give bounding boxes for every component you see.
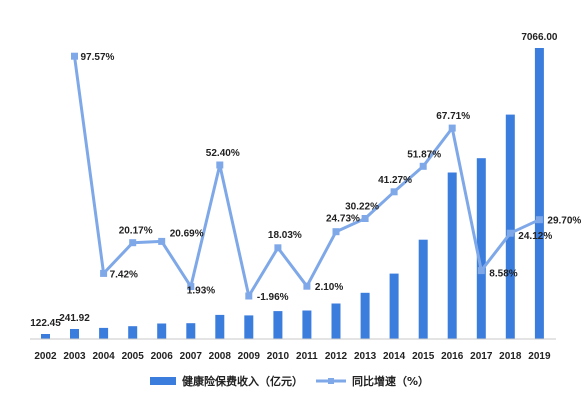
line-point-2011 — [303, 282, 311, 290]
x-tick-2004: 2004 — [92, 351, 115, 362]
x-tick-2013: 2013 — [354, 351, 377, 362]
x-tick-2014: 2014 — [383, 351, 406, 362]
x-tick-2008: 2008 — [209, 351, 232, 362]
bar-label-2002: 122.45 — [30, 318, 61, 329]
line-point-2005 — [129, 239, 137, 247]
bar-2017 — [476, 158, 486, 339]
x-tick-2007: 2007 — [180, 351, 203, 362]
legend-swatch-bar — [150, 377, 176, 385]
bar-2016 — [447, 172, 457, 339]
bar-2002 — [41, 334, 50, 339]
x-tick-2016: 2016 — [441, 351, 464, 362]
x-tick-2006: 2006 — [151, 351, 174, 362]
x-tick-labels: 2002 2003 2004 2005 2006 2007 2008 2009 2010 2011… — [34, 351, 551, 362]
bar-2008 — [215, 314, 225, 339]
line-label-2013: 30.22% — [345, 202, 379, 213]
line-label-2007: 1.93% — [187, 286, 215, 297]
bar-2013 — [360, 292, 370, 339]
bar-2012 — [331, 303, 341, 339]
line-point-2012 — [332, 228, 340, 236]
bar-series — [41, 48, 544, 339]
line-point-2010 — [274, 244, 282, 252]
line-series — [71, 52, 543, 300]
bar-2015 — [418, 239, 428, 339]
x-tick-2017: 2017 — [470, 351, 493, 362]
line-point-2019 — [535, 216, 543, 224]
bar-2005 — [128, 326, 138, 339]
line-point-2008 — [216, 161, 224, 169]
x-tick-2003: 2003 — [63, 351, 86, 362]
line-point-2017 — [477, 267, 485, 275]
line-point-2009 — [245, 292, 253, 300]
x-tick-2012: 2012 — [325, 351, 348, 362]
line-label-2016: 67.71% — [436, 111, 470, 122]
line-label-2008: 52.40% — [206, 148, 240, 159]
bar-2019 — [534, 48, 544, 339]
x-tick-2009: 2009 — [238, 351, 261, 362]
bar-2018 — [505, 114, 515, 339]
x-tick-2011: 2011 — [296, 351, 318, 362]
line-label-2011: 2.10% — [315, 282, 343, 293]
bar-2004 — [99, 327, 109, 339]
line-label-2017: 8.58% — [489, 269, 517, 280]
x-tick-2002: 2002 — [34, 351, 57, 362]
x-tick-2018: 2018 — [499, 351, 522, 362]
bar-2006 — [157, 323, 167, 339]
line-label-2004: 7.42% — [110, 269, 138, 280]
legend: 健康险保费收入（亿元） 同比增速（%） — [150, 374, 429, 388]
x-tick-2005: 2005 — [122, 351, 145, 362]
line-label-2010: 18.03% — [268, 230, 302, 241]
line-label-2009: -1.96% — [257, 292, 289, 303]
line-point-2014 — [390, 188, 398, 196]
line-point-2015 — [419, 162, 427, 170]
bar-2003 — [70, 329, 79, 339]
bar-label-2019: 7066.00 — [521, 32, 558, 43]
line-label-2014: 41.27% — [378, 175, 412, 186]
growth-line — [73, 56, 541, 298]
line-point-2013 — [361, 215, 369, 222]
legend-label-bar: 健康险保费收入（亿元） — [182, 374, 303, 388]
line-label-2006: 20.69% — [170, 228, 204, 239]
legend-label-line: 同比增速（%） — [352, 374, 429, 388]
line-label-2019: 29.70% — [547, 216, 581, 227]
bar-2014 — [389, 273, 399, 339]
line-point-2004 — [100, 269, 108, 277]
x-tick-2010: 2010 — [267, 351, 290, 362]
bar-2011 — [302, 310, 312, 339]
line-point-2007 — [187, 283, 195, 291]
legend-swatch-marker — [328, 378, 334, 384]
x-tick-2015: 2015 — [412, 351, 435, 362]
line-label-2005: 20.17% — [119, 226, 153, 237]
line-point-2003 — [71, 52, 78, 60]
line-label-2015: 51.87% — [407, 149, 441, 160]
bar-2007 — [186, 323, 196, 339]
line-label-2012: 24.73% — [326, 214, 360, 225]
line-point-2018 — [506, 229, 514, 237]
bar-2009 — [244, 315, 254, 339]
x-tick-2019: 2019 — [528, 351, 551, 362]
line-data-labels: 97.57% 7.42% 20.17% 20.69% 1.93% 52.40% -1.96%… — [81, 52, 582, 303]
bar-2010 — [273, 311, 283, 339]
line-point-2006 — [158, 237, 166, 245]
bar-label-2003: 241.92 — [59, 313, 90, 324]
line-point-2016 — [448, 124, 456, 132]
line-label-2003: 97.57% — [81, 52, 115, 63]
line-label-2018: 24.12% — [518, 231, 552, 242]
